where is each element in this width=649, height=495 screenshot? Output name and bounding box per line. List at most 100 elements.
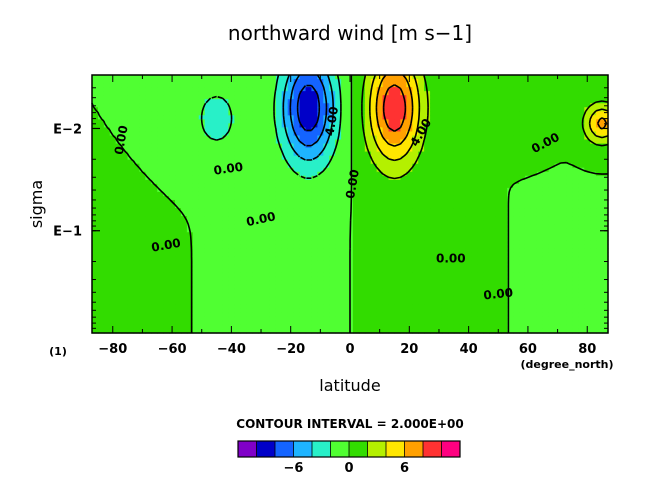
contour-fill-cell: [483, 147, 490, 153]
contour-fill-cell: [133, 272, 141, 278]
contour-fill-cell: [264, 296, 271, 302]
contour-fill-cell: [507, 224, 514, 229]
contour-fill-cell: [370, 95, 378, 100]
contour-fill-cell: [103, 83, 111, 88]
contour-fill-cell: [483, 216, 490, 221]
contour-fill-cell: [252, 103, 259, 108]
contour-fill-cell: [376, 159, 384, 165]
contour-fill-cell: [329, 244, 336, 249]
contour-fill-cell: [436, 179, 443, 185]
contour-fill-cell: [222, 296, 230, 302]
contour-fill-cell: [287, 199, 295, 205]
contour-fill-cell: [406, 300, 413, 306]
contour-fill-cell: [471, 224, 479, 229]
contour-fill-cell: [175, 87, 182, 92]
contour-fill-cell: [358, 179, 366, 185]
contour-fill-cell: [305, 224, 313, 229]
contour-fill-cell: [269, 191, 277, 197]
contour-fill-cell: [358, 83, 366, 88]
contour-fill-cell: [329, 312, 336, 318]
contour-fill-cell: [347, 127, 354, 133]
contour-fill-cell: [471, 316, 479, 322]
contour-fill-cell: [436, 119, 443, 124]
contour-fill-cell: [317, 296, 324, 302]
contour-fill-cell: [121, 83, 129, 88]
contour-fill-cell: [323, 304, 330, 310]
contour-fill-cell: [299, 95, 307, 100]
contour-fill-cell: [305, 195, 313, 201]
contour-fill-cell: [513, 75, 520, 80]
contour-fill-cell: [317, 187, 324, 193]
contour-fill-cell: [519, 248, 526, 253]
contour-fill-cell: [364, 260, 372, 266]
contour-fill-cell: [127, 240, 135, 245]
contour-fill-cell: [234, 264, 241, 270]
contour-fill-cell: [234, 296, 241, 302]
contour-fill-cell: [175, 187, 182, 193]
contour-fill-cell: [323, 320, 330, 326]
contour-fill-cell: [519, 204, 526, 209]
contour-fill-cell: [536, 320, 544, 326]
contour-fill-cell: [501, 79, 508, 84]
contour-fill-cell: [501, 228, 508, 233]
contour-fill-cell: [418, 288, 425, 294]
contour-fill-cell: [394, 244, 402, 249]
contour-fill-cell: [394, 195, 402, 201]
contour-fill-cell: [459, 240, 467, 245]
contour-fill-cell: [299, 91, 307, 96]
contour-fill-cell: [269, 151, 277, 157]
contour-fill-cell: [293, 183, 301, 189]
contour-fill-cell: [501, 304, 508, 310]
contour-fill-cell: [127, 304, 135, 310]
contour-fill-cell: [234, 115, 241, 120]
contour-fill-cell: [163, 119, 170, 124]
contour-fill-cell: [151, 147, 158, 153]
contour-fill-cell: [400, 252, 407, 258]
contour-fill-cell: [121, 312, 129, 318]
contour-fill-cell: [477, 191, 485, 197]
contour-fill-cell: [133, 87, 141, 92]
contour-fill-cell: [275, 244, 283, 249]
contour-fill-cell: [323, 183, 330, 189]
contour-fill-cell: [299, 276, 307, 282]
contour-fill-cell: [483, 272, 490, 278]
contour-fill-cell: [216, 272, 224, 278]
contour-fill-cell: [293, 228, 301, 233]
contour-fill-cell: [436, 228, 443, 233]
contour-fill-cell: [400, 220, 407, 225]
contour-fill-cell: [347, 91, 354, 96]
contour-fill-cell: [281, 316, 289, 322]
contour-fill-cell: [311, 111, 318, 116]
contour-fill-cell: [180, 284, 188, 290]
contour-fill-cell: [358, 236, 366, 241]
contour-fill-cell: [424, 171, 431, 177]
contour-fill-cell: [524, 83, 532, 88]
contour-fill-cell: [216, 155, 224, 161]
contour-fill-cell: [275, 191, 283, 197]
contour-fill-cell: [115, 276, 123, 282]
contour-fill-cell: [246, 204, 253, 209]
contour-fill-cell: [121, 260, 129, 266]
contour-fill-cell: [151, 139, 158, 145]
contour-fill-cell: [447, 123, 455, 129]
contour-fill-cell: [234, 276, 241, 282]
contour-fill-cell: [133, 111, 141, 116]
contour-fill-cell: [471, 296, 479, 302]
contour-fill-cell: [293, 163, 301, 169]
contour-fill-cell: [394, 107, 402, 112]
contour-fill-cell: [335, 324, 342, 330]
contour-fill-cell: [447, 220, 455, 225]
contour-fill-cell: [341, 87, 348, 92]
contour-fill-cell: [477, 212, 485, 217]
contour-fill-cell: [335, 212, 342, 217]
contour-fill-cell: [234, 312, 241, 318]
contour-fill-cell: [299, 195, 307, 201]
contour-fill-cell: [169, 155, 176, 161]
contour-fill-cell: [542, 232, 550, 237]
contour-fill-cell: [364, 296, 372, 302]
contour-fill-cell: [441, 276, 449, 282]
contour-fill-cell: [210, 91, 218, 96]
contour-fill-cell: [447, 208, 455, 213]
contour-fill-cell: [311, 119, 318, 124]
contour-fill-cell: [281, 240, 289, 245]
